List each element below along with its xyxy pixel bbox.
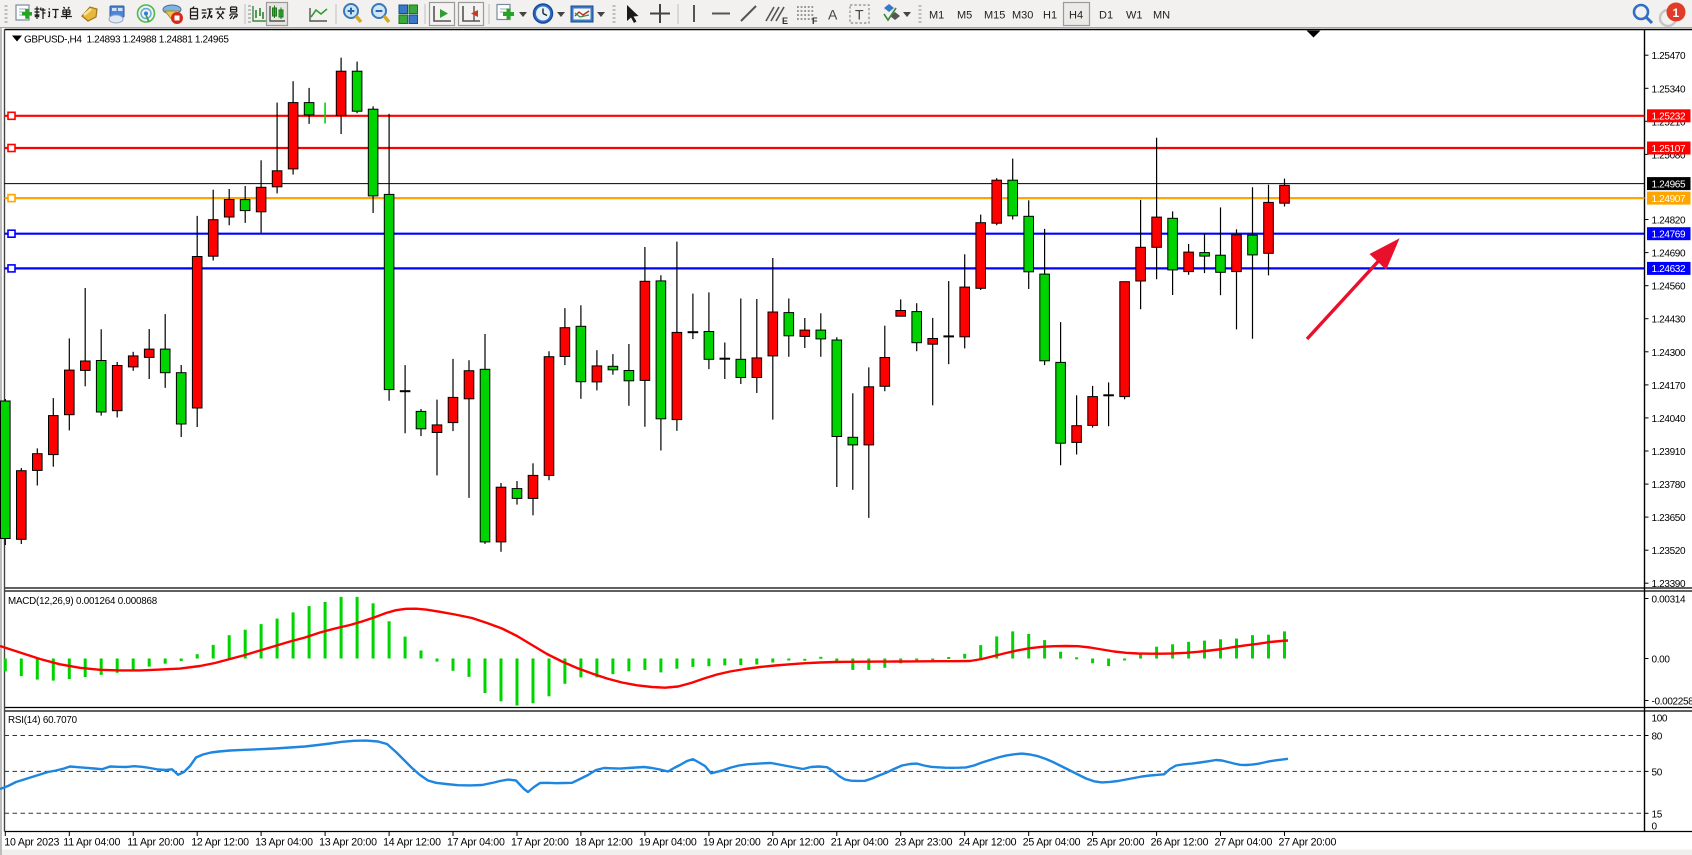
svg-text:D1: D1 — [1099, 10, 1113, 22]
svg-text:50: 50 — [1652, 767, 1663, 778]
svg-text:RSI(14) 60.7070: RSI(14) 60.7070 — [8, 715, 78, 726]
svg-text:F: F — [812, 16, 818, 26]
svg-text:GBPUSD-,H4 1.24893 1.24988 1.: GBPUSD-,H4 1.24893 1.24988 1.24881 1.249… — [24, 35, 229, 46]
svg-text:25 Apr 04:00: 25 Apr 04:00 — [1023, 837, 1081, 849]
svg-text:18 Apr 12:00: 18 Apr 12:00 — [575, 837, 633, 849]
svg-text:M5: M5 — [957, 10, 972, 22]
svg-text:MACD(12,26,9) 0.001264 0.00086: MACD(12,26,9) 0.001264 0.000868 — [8, 596, 158, 607]
svg-text:E: E — [782, 16, 788, 26]
svg-text:12 Apr 12:00: 12 Apr 12:00 — [191, 837, 249, 849]
svg-text:15: 15 — [1652, 809, 1663, 820]
svg-text:1.25470: 1.25470 — [1652, 51, 1686, 62]
svg-text:20 Apr 12:00: 20 Apr 12:00 — [767, 837, 825, 849]
svg-text:19 Apr 04:00: 19 Apr 04:00 — [639, 837, 697, 849]
svg-text:1.23650: 1.23650 — [1652, 513, 1686, 524]
svg-text:W1: W1 — [1126, 10, 1143, 22]
svg-text:13 Apr 04:00: 13 Apr 04:00 — [255, 837, 313, 849]
svg-text:25 Apr 20:00: 25 Apr 20:00 — [1087, 837, 1145, 849]
svg-text:17 Apr 04:00: 17 Apr 04:00 — [447, 837, 505, 849]
svg-text:A: A — [828, 7, 838, 23]
svg-text:14 Apr 12:00: 14 Apr 12:00 — [383, 837, 441, 849]
svg-text:0.00314: 0.00314 — [1652, 595, 1686, 606]
svg-text:1.25107: 1.25107 — [1652, 144, 1686, 155]
svg-text:27 Apr 20:00: 27 Apr 20:00 — [1279, 837, 1337, 849]
svg-text:1.24769: 1.24769 — [1652, 230, 1686, 241]
svg-text:1.24820: 1.24820 — [1652, 216, 1686, 227]
svg-text:M1: M1 — [929, 10, 944, 22]
svg-text:1: 1 — [1673, 6, 1680, 20]
svg-text:M30: M30 — [1012, 10, 1033, 22]
svg-text:13 Apr 20:00: 13 Apr 20:00 — [319, 837, 377, 849]
svg-text:1.24040: 1.24040 — [1652, 414, 1686, 425]
svg-text:1.23780: 1.23780 — [1652, 480, 1686, 491]
svg-text:-0.002258: -0.002258 — [1652, 697, 1692, 708]
svg-text:T: T — [855, 7, 864, 23]
svg-text:1.24300: 1.24300 — [1652, 348, 1686, 359]
svg-text:1.23520: 1.23520 — [1652, 546, 1686, 557]
svg-text:0: 0 — [1652, 822, 1658, 833]
svg-text:1.25340: 1.25340 — [1652, 84, 1686, 95]
svg-text:19 Apr 20:00: 19 Apr 20:00 — [703, 837, 761, 849]
svg-text:1.24430: 1.24430 — [1652, 315, 1686, 326]
svg-text:100: 100 — [1652, 714, 1668, 725]
svg-text:1.24690: 1.24690 — [1652, 249, 1686, 260]
svg-text:1.24907: 1.24907 — [1652, 194, 1686, 205]
svg-text:0.00: 0.00 — [1652, 655, 1671, 666]
svg-text:21 Apr 04:00: 21 Apr 04:00 — [831, 837, 889, 849]
svg-text:1.25232: 1.25232 — [1652, 112, 1686, 123]
svg-text:1.25080: 1.25080 — [1652, 150, 1686, 161]
svg-text:24 Apr 12:00: 24 Apr 12:00 — [959, 837, 1017, 849]
svg-text:26 Apr 12:00: 26 Apr 12:00 — [1151, 837, 1209, 849]
svg-text:1.24560: 1.24560 — [1652, 282, 1686, 293]
svg-text:1.23910: 1.23910 — [1652, 447, 1686, 458]
svg-text:1.24965: 1.24965 — [1652, 179, 1686, 190]
svg-text:H1: H1 — [1043, 10, 1057, 22]
svg-text:1.24632: 1.24632 — [1652, 264, 1686, 275]
svg-text:80: 80 — [1652, 732, 1663, 743]
svg-text:1.24170: 1.24170 — [1652, 381, 1686, 392]
svg-text:23 Apr 23:00: 23 Apr 23:00 — [895, 837, 953, 849]
svg-text:H4: H4 — [1069, 10, 1083, 22]
svg-text:17 Apr 20:00: 17 Apr 20:00 — [511, 837, 569, 849]
svg-text:11 Apr 20:00: 11 Apr 20:00 — [127, 837, 184, 849]
svg-text:11 Apr 04:00: 11 Apr 04:00 — [63, 837, 120, 849]
svg-text:10 Apr 2023: 10 Apr 2023 — [4, 837, 59, 849]
svg-text:1.25210: 1.25210 — [1652, 117, 1686, 128]
svg-text:M15: M15 — [984, 10, 1005, 22]
svg-text:27 Apr 04:00: 27 Apr 04:00 — [1215, 837, 1273, 849]
svg-text:MN: MN — [1153, 10, 1170, 22]
svg-text:1.23390: 1.23390 — [1652, 579, 1686, 590]
